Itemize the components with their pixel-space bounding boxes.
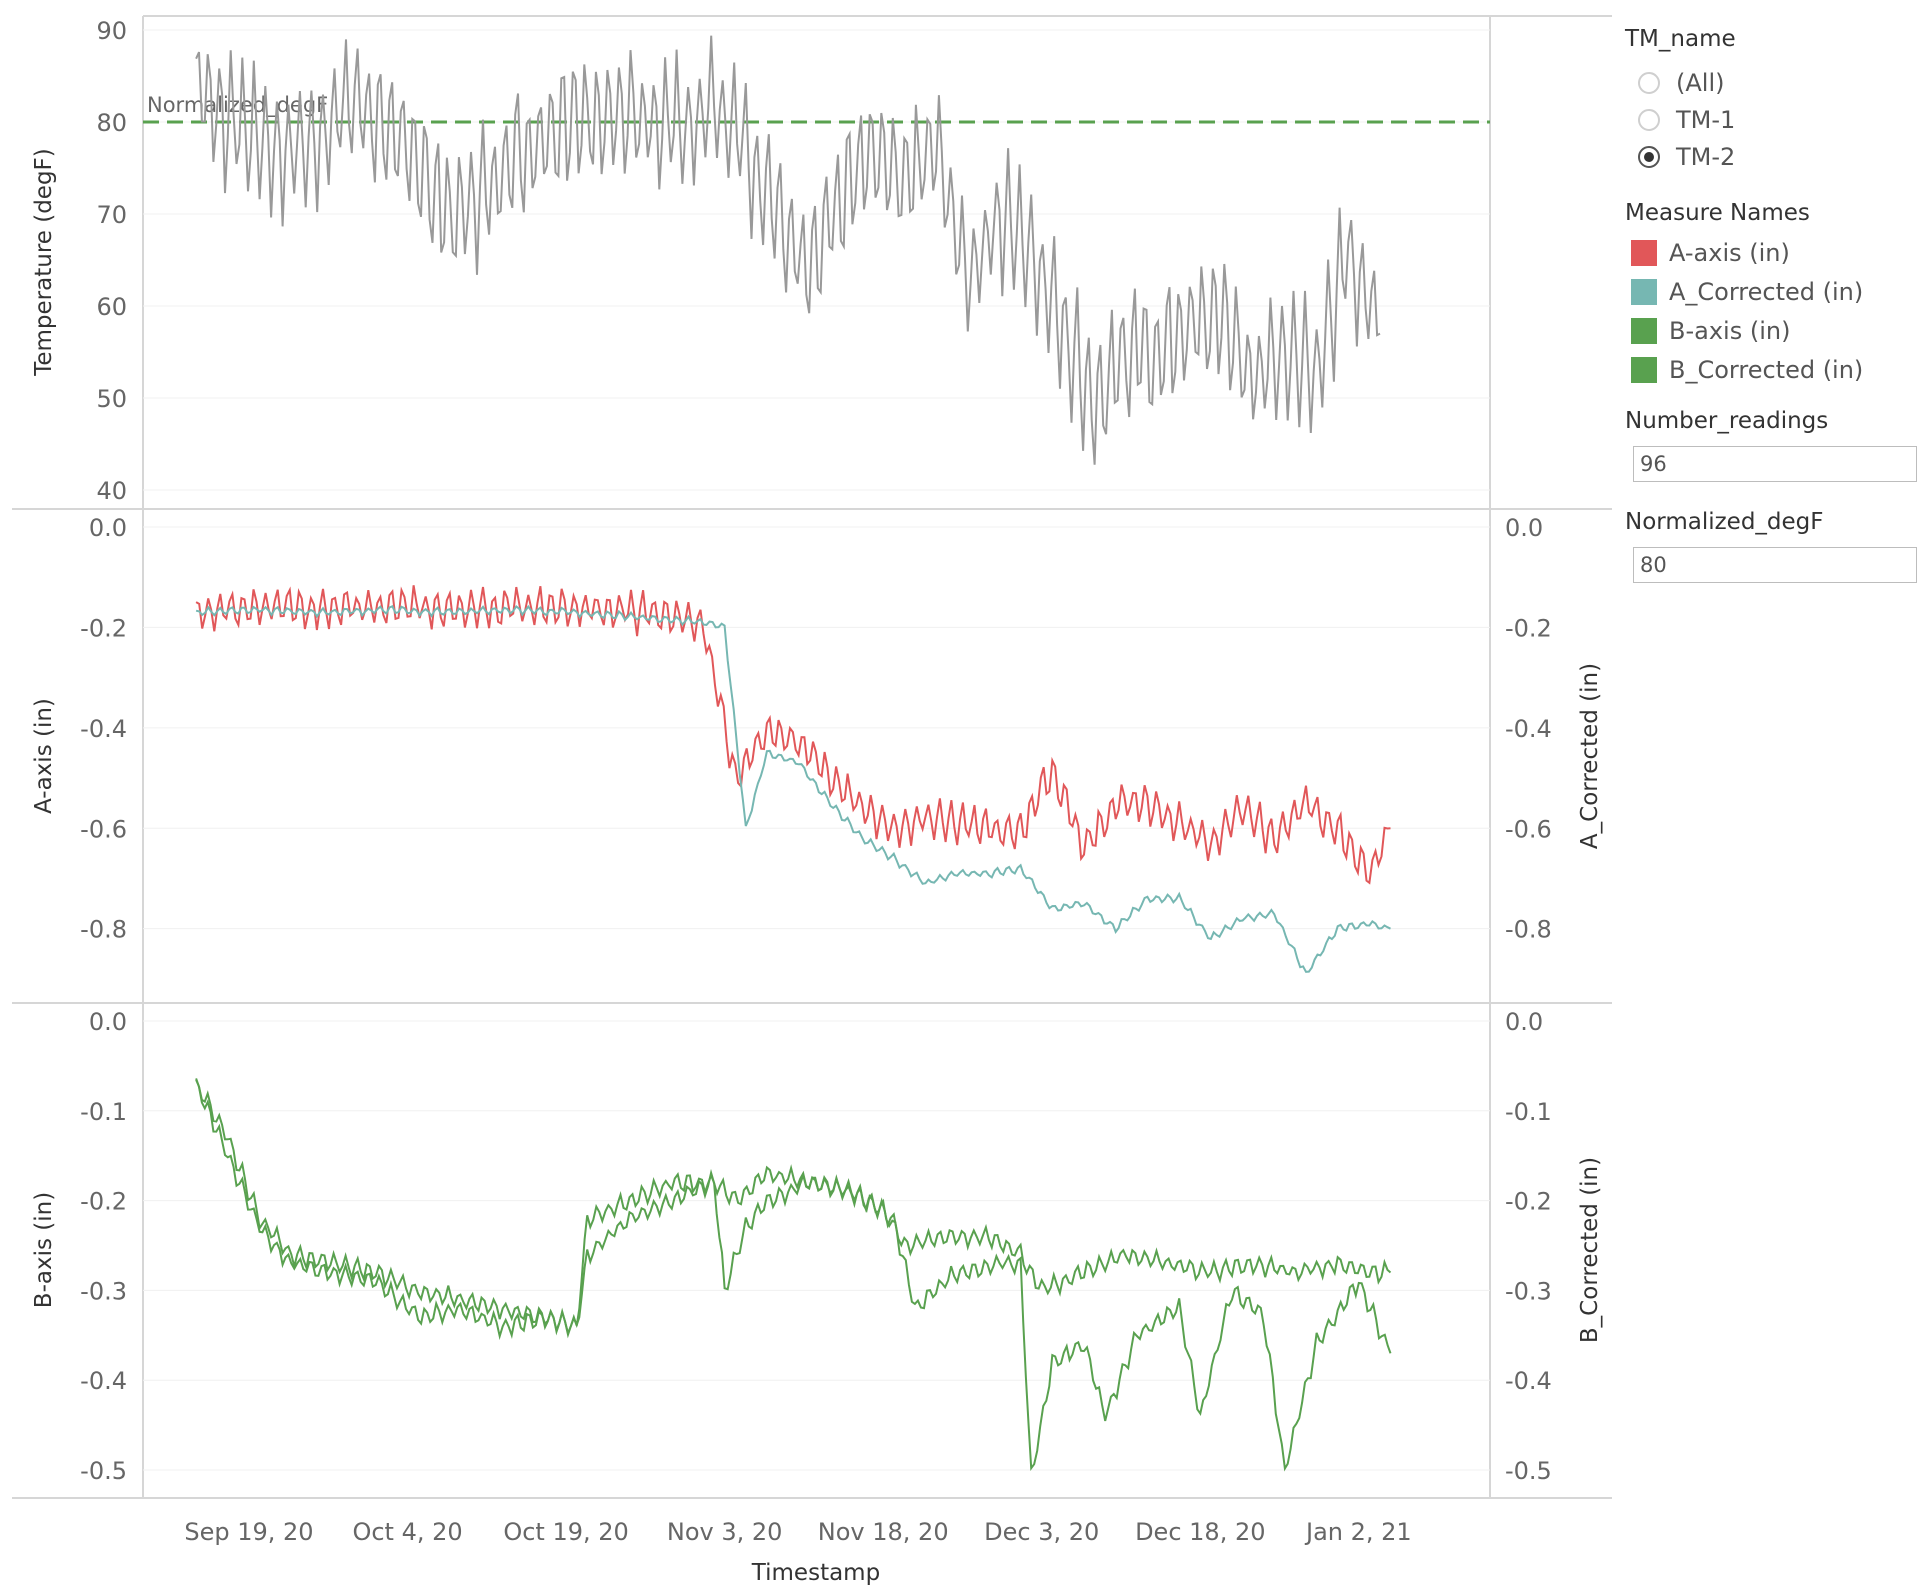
a-axis-title: A-axis (in) <box>31 698 57 814</box>
y-tick-label: -0.4 <box>80 1367 127 1395</box>
y-right-tick-label: -0.2 <box>1505 1188 1552 1216</box>
y-tick-label: -0.5 <box>80 1457 127 1485</box>
temperature-axis-title: Temperature (degF) <box>31 148 57 377</box>
number-readings-input[interactable] <box>1633 446 1917 482</box>
tm-name-option-all[interactable]: (All) <box>1638 66 1724 100</box>
series-line <box>195 1079 1392 1339</box>
x-tick-label: Oct 4, 20 <box>352 1518 462 1546</box>
y-right-tick-label: -0.4 <box>1505 715 1552 743</box>
measure-names-title: Measure Names <box>1625 200 1810 226</box>
number-readings-title: Number_readings <box>1625 408 1829 434</box>
y-right-tick-label: 0.0 <box>1505 514 1543 542</box>
y-tick-label: 0.0 <box>89 514 127 542</box>
legend-label: B-axis (in) <box>1669 317 1791 345</box>
radio-icon <box>1638 109 1660 131</box>
b-axis-title: B-axis (in) <box>31 1192 57 1308</box>
x-tick-label: Nov 18, 20 <box>818 1518 949 1546</box>
series-line <box>195 585 1391 885</box>
y-right-tick-label: -0.1 <box>1505 1098 1552 1126</box>
legend-label: A-axis (in) <box>1669 239 1790 267</box>
x-tick-label: Dec 3, 20 <box>984 1518 1099 1546</box>
legend-swatch <box>1631 240 1657 266</box>
y-right-tick-label: -0.8 <box>1505 916 1552 944</box>
x-tick-label: Oct 19, 20 <box>503 1518 628 1546</box>
y-right-tick-label: -0.6 <box>1505 815 1552 843</box>
timestamp-axis-title: Timestamp <box>751 1560 880 1586</box>
legend-item-a-corrected[interactable]: A_Corrected (in) <box>1631 277 1863 307</box>
y-right-tick-label: -0.5 <box>1505 1457 1552 1485</box>
y-tick-label: 40 <box>96 477 127 505</box>
sidebar: TM_name (All) TM-1 TM-2 Measure Names A-… <box>1612 0 1931 1595</box>
y-right-tick-label: -0.2 <box>1505 614 1552 642</box>
radio-icon <box>1638 72 1660 94</box>
legend-label: B_Corrected (in) <box>1669 356 1864 384</box>
x-tick-label: Sep 19, 20 <box>184 1518 313 1546</box>
legend-item-b-corrected[interactable]: B_Corrected (in) <box>1631 355 1863 385</box>
y-tick-label: 80 <box>96 109 127 137</box>
tm-name-title: TM_name <box>1625 26 1736 52</box>
y-tick-label: 0.0 <box>89 1008 127 1036</box>
normalized-degf-input[interactable] <box>1633 547 1917 583</box>
x-tick-label: Dec 18, 20 <box>1135 1518 1265 1546</box>
y-tick-label: -0.2 <box>80 1188 127 1216</box>
tm-name-option-tm1[interactable]: TM-1 <box>1638 103 1735 137</box>
legend-item-b-axis[interactable]: B-axis (in) <box>1631 316 1790 346</box>
y-right-tick-label: -0.3 <box>1505 1277 1552 1305</box>
y-tick-label: -0.8 <box>80 916 127 944</box>
option-label: (All) <box>1676 69 1725 97</box>
y-tick-label: -0.1 <box>80 1098 127 1126</box>
y-tick-label: -0.2 <box>80 614 127 642</box>
legend-swatch <box>1631 318 1657 344</box>
radio-selected-icon <box>1638 146 1660 168</box>
y-tick-label: -0.6 <box>80 815 127 843</box>
y-tick-label: -0.3 <box>80 1277 127 1305</box>
series-line <box>195 604 1391 973</box>
y-tick-label: 60 <box>96 293 127 321</box>
b-corrected-axis-title: B_Corrected (in) <box>1577 1157 1603 1343</box>
y-tick-label: -0.4 <box>80 715 127 743</box>
series-line <box>195 35 1381 465</box>
tm-name-option-tm2[interactable]: TM-2 <box>1638 140 1735 174</box>
legend-label: A_Corrected (in) <box>1669 278 1864 306</box>
option-label: TM-1 <box>1676 106 1736 134</box>
x-tick-label: Jan 2, 21 <box>1304 1518 1412 1546</box>
a-corrected-axis-title: A_Corrected (in) <box>1577 663 1603 849</box>
y-tick-label: 70 <box>96 201 127 229</box>
chart-area: Temperature (degF) A-axis (in) A_Correct… <box>12 15 1612 1586</box>
legend-swatch <box>1631 357 1657 383</box>
y-tick-label: 90 <box>96 17 127 45</box>
y-right-tick-label: 0.0 <box>1505 1008 1543 1036</box>
normalized-degf-title: Normalized_degF <box>1625 509 1824 535</box>
legend-item-a-axis[interactable]: A-axis (in) <box>1631 238 1790 268</box>
y-tick-label: 50 <box>96 385 127 413</box>
legend-swatch <box>1631 279 1657 305</box>
x-tick-label: Nov 3, 20 <box>667 1518 783 1546</box>
pane-borders <box>12 15 1612 1499</box>
option-label: TM-2 <box>1676 143 1736 171</box>
series-line <box>195 1078 1392 1472</box>
y-right-tick-label: -0.4 <box>1505 1367 1552 1395</box>
